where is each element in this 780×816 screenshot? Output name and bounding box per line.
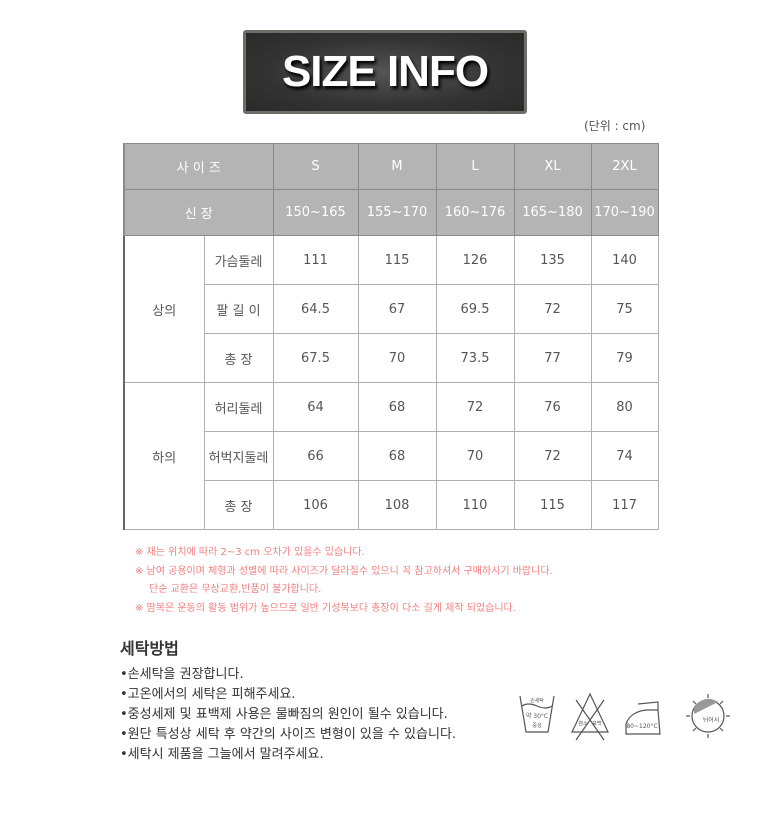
washing-item: •고온에서의 세탁은 피해주세요. (120, 687, 296, 702)
value-cell: 69.5 (435, 284, 515, 334)
size-table: 사 이 즈 S M L XL 2XL 신 장 150~165 155~170 160~176 165… (123, 143, 659, 530)
shade-dry-icon: 뉘어서 (686, 694, 730, 738)
value-cell: 70 (435, 431, 515, 481)
measure-label-cell: 총 장 (203, 480, 274, 530)
table-row: 하의 허리둘레 64 68 72 76 80 (123, 382, 659, 530)
unit-label: (단위 : cm) (584, 119, 646, 133)
value-cell: 140 (590, 235, 659, 285)
value-cell: 76 (513, 382, 592, 432)
table-row: 팔 길 이 64.5 67 69.5 72 75 (124, 284, 659, 334)
value-cell: 64 (272, 382, 359, 432)
value-cell: 135 (513, 235, 592, 285)
svg-text:중성: 중성 (532, 722, 541, 729)
value-cell: 72 (513, 431, 592, 481)
notes: ※ 재는 위치에 따라 2~3 cm 오차가 있을수 있습니다. ※ 남여 공용… (135, 544, 553, 618)
washing-item: •세탁시 제품을 그늘에서 말려주세요. (120, 747, 324, 762)
table-row: 총 장 106 108 110 115 117 (124, 480, 659, 530)
value-cell: 70 (357, 333, 437, 383)
size-header-cell: M (357, 143, 437, 190)
value-cell: 72 (513, 284, 592, 334)
value-cell: 79 (590, 333, 659, 383)
value-cell: 115 (513, 480, 592, 530)
value-cell: 106 (272, 480, 359, 530)
washing-item: •중성세제 및 표백제 사용은 물빠짐의 원인이 될수 있습니다. (120, 707, 448, 722)
header-row: 사 이 즈 S M L XL 2XL (123, 143, 659, 190)
hand-wash-icon: 손세탁 약 30°C 중성 (519, 695, 555, 733)
svg-text:약 30°C: 약 30°C (526, 712, 548, 720)
note: ※ 남여 공용이며 체형과 성별에 따라 사이즈가 달라질수 있으니 꼭 참고하… (135, 565, 553, 577)
measure-label-cell: 가슴둘레 (203, 235, 274, 285)
value-cell: 66 (272, 431, 359, 481)
value-cell: 74 (590, 431, 659, 481)
height-cell: 170~190 (590, 189, 659, 236)
svg-text:80~120°C: 80~120°C (626, 723, 657, 730)
size-info-banner: SIZE INFO (243, 30, 527, 114)
washing-title: 세탁방법 (120, 639, 179, 658)
height-row: 신 장 150~165 155~170 160~176 165~180 170~190 (123, 189, 659, 236)
no-bleach-icon: 염소 표백 (571, 692, 609, 741)
size-header-cell: XL (513, 143, 592, 190)
iron-icon: 80~120°C (625, 701, 661, 735)
measure-label-cell: 총 장 (203, 333, 274, 383)
note: 단순 교환은 무상교환,반품이 불가합니다. (149, 584, 322, 595)
washing-item: •원단 특성상 세탁 후 약간의 사이즈 변형이 있을 수 있습니다. (120, 727, 457, 742)
height-label-cell: 신 장 (123, 189, 274, 236)
height-cell: 165~180 (513, 189, 592, 236)
value-cell: 68 (357, 382, 437, 432)
group-label-cell: 상의 (123, 235, 205, 383)
value-cell: 108 (357, 480, 437, 530)
value-cell: 75 (590, 284, 659, 334)
value-cell: 110 (435, 480, 515, 530)
page-title: SIZE INFO (281, 47, 489, 96)
value-cell: 73.5 (435, 333, 515, 383)
height-cell: 150~165 (272, 189, 359, 236)
value-cell: 77 (513, 333, 592, 383)
measure-label-cell: 허리둘레 (203, 382, 274, 432)
value-cell: 126 (435, 235, 515, 285)
value-cell: 72 (435, 382, 515, 432)
measure-label-cell: 팔 길 이 (203, 284, 274, 334)
svg-text:손세탁: 손세탁 (530, 697, 544, 704)
washing-list: •손세탁을 권장합니다. •고온에서의 세탁은 피해주세요. •중성세제 및 표… (120, 665, 456, 765)
washing-item: •손세탁을 권장합니다. (120, 667, 244, 682)
table-row: 상의 가슴둘레 111 115 126 135 140 (123, 235, 659, 383)
value-cell: 67.5 (272, 333, 359, 383)
value-cell: 67 (357, 284, 437, 334)
measure-label-cell: 허벅지둘레 (203, 431, 274, 481)
note: ※ 땀복은 운동의 활동 범위가 높으므로 일반 기성복보다 총장이 다소 길게… (135, 602, 516, 614)
table-row: 허벅지둘레 66 68 70 72 74 (124, 431, 659, 481)
table-row: 총 장 67.5 70 73.5 77 79 (124, 333, 659, 383)
size-label-cell: 사 이 즈 (123, 143, 274, 190)
value-cell: 117 (590, 480, 659, 530)
value-cell: 111 (272, 235, 359, 285)
note: ※ 재는 위치에 따라 2~3 cm 오차가 있을수 있습니다. (135, 547, 365, 558)
height-cell: 155~170 (357, 189, 437, 236)
group-label-cell: 하의 (123, 382, 205, 530)
value-cell: 64.5 (272, 284, 359, 334)
size-header-cell: 2XL (590, 143, 659, 190)
svg-text:뉘어서: 뉘어서 (703, 716, 720, 724)
value-cell: 115 (357, 235, 437, 285)
size-header-cell: S (272, 143, 359, 190)
value-cell: 80 (590, 382, 659, 432)
size-header-cell: L (435, 143, 515, 190)
svg-text:염소: 염소 (578, 720, 588, 727)
height-cell: 160~176 (435, 189, 515, 236)
value-cell: 68 (357, 431, 437, 481)
svg-text:표백: 표백 (592, 720, 602, 727)
